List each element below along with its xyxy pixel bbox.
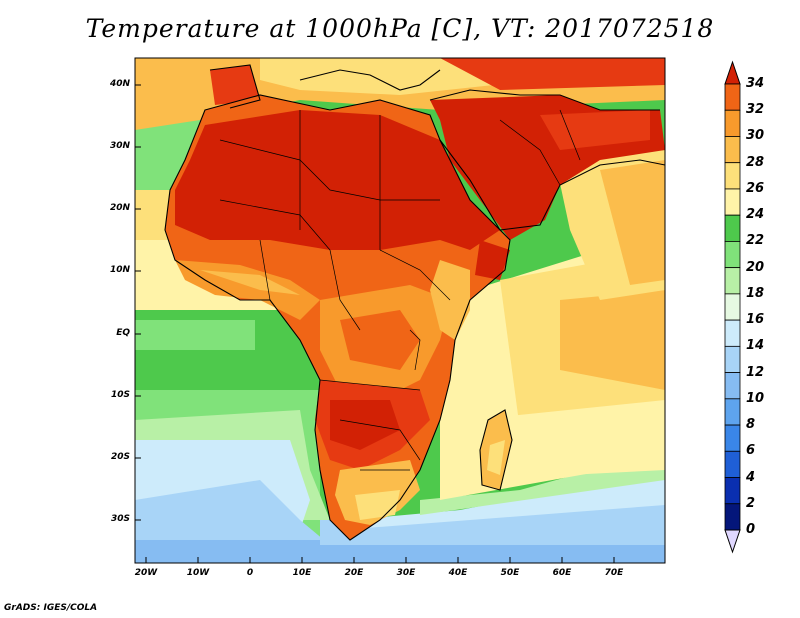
colorbar-level-label: 30 xyxy=(746,128,765,144)
colorbar-level-label: 20 xyxy=(746,259,765,275)
colorbar-box xyxy=(724,503,741,531)
lon-label-70e: 70E xyxy=(604,568,624,578)
colorbar-high-triangle xyxy=(724,60,741,85)
colorbar-level-label: 22 xyxy=(746,233,765,249)
colorbar-box xyxy=(724,450,741,478)
colorbar-level-label: 10 xyxy=(746,390,765,406)
colorbar-box xyxy=(724,345,741,373)
colorbar-low-triangle xyxy=(724,529,741,554)
lon-label-10w: 10W xyxy=(186,568,210,578)
colorbar-level-label: 18 xyxy=(746,285,765,301)
lat-ticks xyxy=(135,84,141,521)
lat-label-20s: 20S xyxy=(110,452,130,462)
colorbar-level-label: 32 xyxy=(746,102,765,118)
country-borders xyxy=(219,109,581,471)
colorbar-box xyxy=(724,319,741,347)
colorbar-level-label: 4 xyxy=(746,469,756,485)
colorbar xyxy=(724,60,741,554)
lat-label-20n: 20N xyxy=(109,203,130,213)
lon-label-40e: 40E xyxy=(448,568,468,578)
lon-label-30e: 30E xyxy=(396,568,416,578)
lon-label-20w: 20W xyxy=(134,568,158,578)
colorbar-box xyxy=(724,109,741,137)
colorbar-level-label: 0 xyxy=(746,522,756,537)
colorbar-box xyxy=(724,83,741,111)
colorbar-level-label: 2 xyxy=(746,495,756,511)
lon-label-0: 0 xyxy=(246,568,254,578)
colorbar-level-label: 12 xyxy=(746,364,765,380)
lat-label-40n: 40N xyxy=(109,79,130,89)
sahara-hot-core xyxy=(175,110,500,250)
colorbar-level-label: 28 xyxy=(746,154,765,170)
colorbar-level-label: 14 xyxy=(746,338,765,354)
colorbar-level-label: 8 xyxy=(746,417,756,433)
colorbar-level-label: 24 xyxy=(746,207,765,223)
colorbar-level-label: 26 xyxy=(746,180,765,196)
map-title: Temperature at 1000hPa [C], VT: 20170725… xyxy=(85,14,715,43)
colorbar-box xyxy=(724,372,741,400)
plot-frame xyxy=(134,57,666,564)
lat-label-30n: 30N xyxy=(109,141,130,151)
lat-label-10s: 10S xyxy=(110,390,130,400)
lon-label-10e: 10E xyxy=(292,568,312,578)
colorbar-box xyxy=(724,214,741,242)
lon-label-20e: 20E xyxy=(344,568,364,578)
lon-label-60e: 60E xyxy=(552,568,572,578)
colorbar-box xyxy=(724,424,741,452)
grads-credit: GrADS: IGES/COLA xyxy=(4,603,98,613)
colorbar-box xyxy=(724,136,741,164)
lon-label-50e: 50E xyxy=(500,568,520,578)
colorbar-box xyxy=(724,398,741,426)
colorbar-level-label: 6 xyxy=(746,443,756,459)
colorbar-box xyxy=(724,267,741,295)
lat-label-eq: EQ xyxy=(116,328,130,338)
colorbar-box xyxy=(724,188,741,216)
colorbar-box xyxy=(724,477,741,505)
coastlines xyxy=(164,64,665,541)
colorbar-box xyxy=(724,241,741,269)
lat-label-30s: 30S xyxy=(110,514,130,524)
temperature-field xyxy=(135,58,665,563)
colorbar-level-label: 16 xyxy=(746,312,765,328)
colorbar-box xyxy=(724,162,741,190)
colorbar-level-label: 34 xyxy=(746,76,765,91)
lat-label-10n: 10N xyxy=(109,265,130,275)
lon-ticks xyxy=(145,557,615,563)
colorbar-box xyxy=(724,293,741,321)
